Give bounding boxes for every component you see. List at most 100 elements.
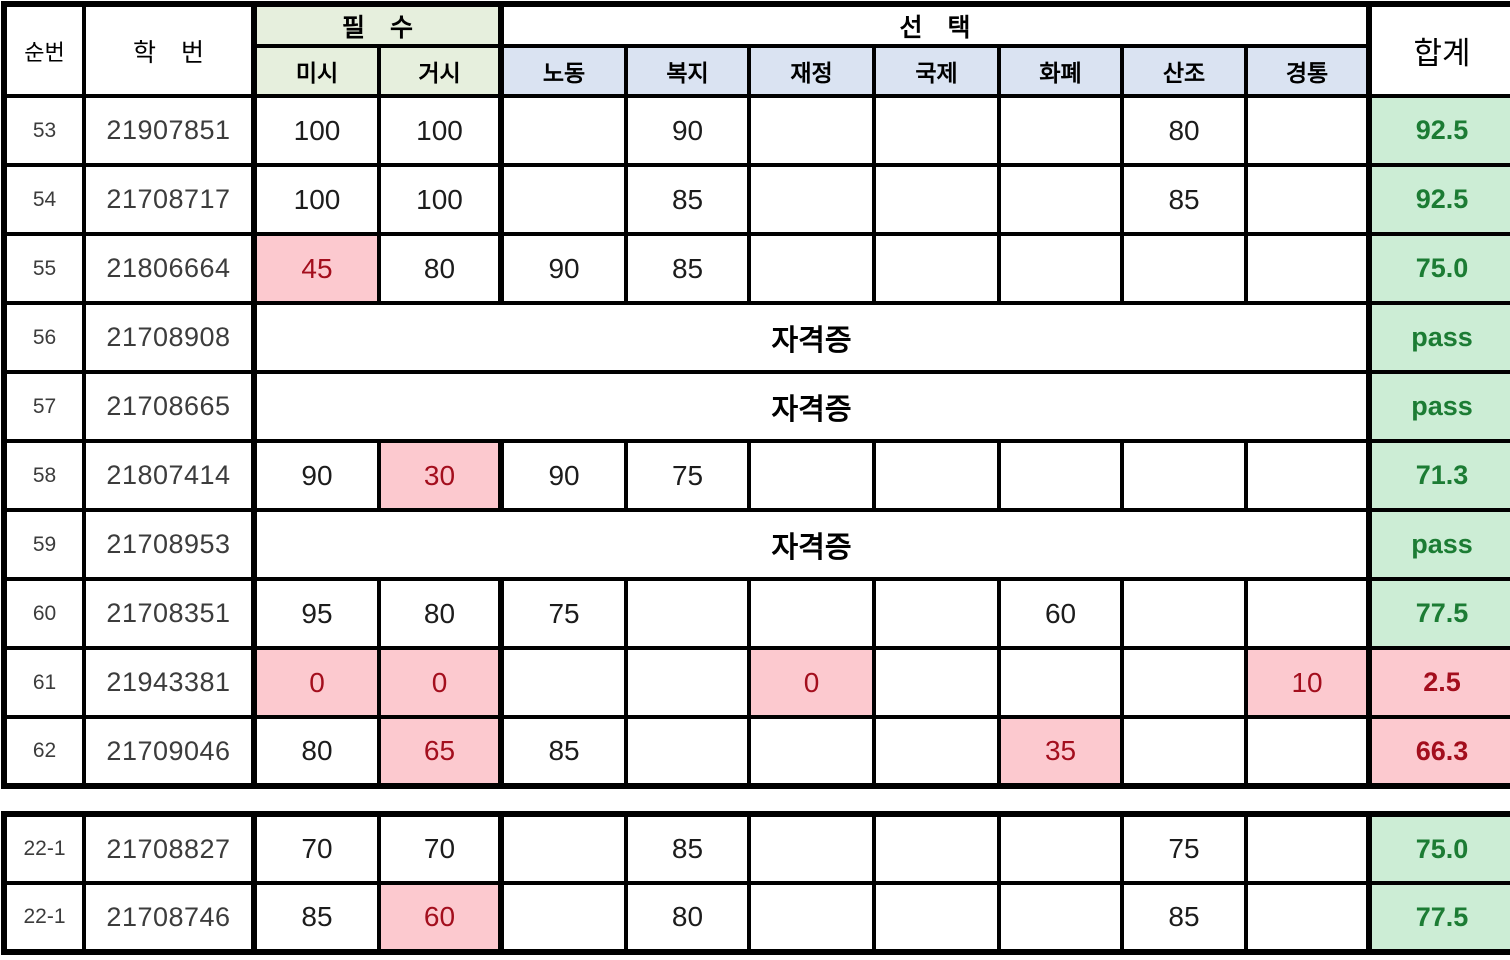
score-cell: 80 — [624, 881, 751, 954]
score-cell: 85 — [498, 715, 629, 788]
total-cell: 77.5 — [1366, 881, 1510, 954]
header-row-subjects: 미시 거시 노동 복지 재정 국제 화폐 산조 경통 — [4, 44, 1510, 98]
header-col-macro: 거시 — [376, 44, 504, 98]
score-cell — [997, 812, 1124, 885]
score-cell — [1244, 232, 1372, 305]
total-cell: 2.5 — [1366, 646, 1510, 719]
total-cell: pass — [1366, 370, 1510, 443]
score-cell — [498, 163, 629, 236]
score-cell: 85 — [251, 881, 381, 954]
score-cell — [747, 812, 876, 885]
student-id-cell: 21708953 — [82, 508, 256, 581]
score-cell: 80 — [376, 232, 504, 305]
table-row: 55 21806664 45 80 90 85 75.0 — [2, 232, 1510, 305]
table-row: 22-1 21708746 85 60 80 85 77.5 — [2, 881, 1510, 954]
score-cell — [872, 881, 1001, 954]
total-cell: 75.0 — [1366, 812, 1510, 885]
score-cell: 85 — [1120, 881, 1248, 954]
score-cell — [872, 163, 1002, 236]
score-cell — [1244, 163, 1372, 236]
total-cell: pass — [1366, 301, 1510, 374]
table-row: 62 21709046 80 65 85 35 66.3 — [2, 715, 1510, 788]
score-cell — [1120, 646, 1249, 719]
table-row: 54 21708717 100 100 85 85 92.5 — [2, 163, 1510, 236]
score-cell: 90 — [498, 439, 629, 512]
score-cell — [997, 881, 1124, 954]
score-cell — [747, 232, 877, 305]
score-cell — [872, 646, 1002, 719]
extra-rows: 22-1 21708827 70 70 85 75 75.0 22-1 21708746 85 60… — [2, 812, 1510, 954]
score-cell — [498, 881, 628, 954]
score-cell: 80 — [376, 577, 504, 650]
score-cell — [1120, 715, 1249, 788]
table-row: 22-1 21708827 70 70 85 75 75.0 — [2, 812, 1510, 885]
table-row: 56 21708908 자격증 pass — [2, 301, 1510, 374]
table-row: 60 21708351 95 80 75 60 77.5 — [2, 577, 1510, 650]
seq-cell: 60 — [2, 577, 86, 650]
score-cell — [1120, 577, 1249, 650]
score-cell — [624, 715, 752, 788]
score-cell: 95 — [251, 577, 381, 650]
seq-cell: 54 — [2, 163, 86, 236]
header-elective-group: 선 택 — [498, 2, 1372, 48]
table-row: 53 21907851 100 100 90 80 92.5 — [2, 94, 1510, 167]
student-id-cell: 21708827 — [82, 812, 256, 885]
score-cell: 100 — [376, 163, 504, 236]
score-cell — [498, 812, 628, 885]
score-cell — [747, 577, 877, 650]
score-cell: 100 — [251, 94, 381, 167]
score-cell: 100 — [251, 163, 381, 236]
student-id-cell: 21708717 — [82, 163, 256, 236]
score-cell: 85 — [624, 163, 752, 236]
header-col-econ-statistics: 경통 — [1244, 44, 1372, 98]
seq-cell: 59 — [2, 508, 86, 581]
student-id-cell: 21708351 — [82, 577, 256, 650]
score-cell — [1244, 439, 1372, 512]
header-required-group: 필 수 — [250, 2, 504, 48]
total-cell: pass — [1366, 508, 1510, 581]
score-cell — [872, 715, 1002, 788]
score-cell — [872, 94, 1002, 167]
header-total: 합계 — [1366, 2, 1510, 98]
score-cell — [997, 232, 1125, 305]
student-id-cell: 21708908 — [82, 301, 256, 374]
seq-cell: 61 — [2, 646, 86, 719]
score-cell — [1120, 439, 1249, 512]
seq-cell: 58 — [2, 439, 86, 512]
score-cell — [872, 439, 1002, 512]
seq-cell: 56 — [2, 301, 86, 374]
score-cell — [747, 715, 877, 788]
score-cell: 60 — [377, 881, 503, 954]
header-row-groups: 순번 학 번 필 수 선 택 합계 — [2, 2, 1510, 98]
student-id-cell: 21708665 — [82, 370, 256, 443]
score-cell — [498, 646, 629, 719]
total-cell: 75.0 — [1366, 232, 1510, 305]
score-cell: 90 — [498, 232, 629, 305]
score-cell: 0 — [376, 646, 504, 719]
score-cell — [747, 439, 877, 512]
total-cell: 77.5 — [1366, 577, 1510, 650]
score-cell — [1244, 812, 1371, 885]
header-col-international: 국제 — [872, 44, 1002, 98]
score-cell — [624, 646, 752, 719]
score-cell: 45 — [251, 232, 381, 305]
grade-table: 순번 학 번 필 수 선 택 합계 미시 거시 노동 복지 재정 국제 화폐 산… — [1, 1, 1510, 789]
seq-cell: 22-1 — [2, 881, 86, 954]
score-cell — [1244, 715, 1372, 788]
score-cell: 80 — [251, 715, 381, 788]
table-row: 61 21943381 0 0 0 10 2.5 — [2, 646, 1510, 719]
score-cell: 75 — [624, 439, 752, 512]
score-cell: 70 — [251, 812, 381, 885]
header-col-industrial-org: 산조 — [1120, 44, 1249, 98]
cert-merged-cell: 자격증 — [250, 301, 1372, 374]
table-row: 59 21708953 자격증 pass — [2, 508, 1510, 581]
seq-cell: 62 — [2, 715, 86, 788]
seq-cell: 57 — [2, 370, 86, 443]
score-cell: 80 — [1120, 94, 1249, 167]
student-id-cell: 21708746 — [82, 881, 256, 954]
score-cell: 85 — [1120, 163, 1249, 236]
header-col-welfare: 복지 — [624, 44, 752, 98]
score-cell — [872, 232, 1002, 305]
cert-merged-cell: 자격증 — [250, 370, 1372, 443]
